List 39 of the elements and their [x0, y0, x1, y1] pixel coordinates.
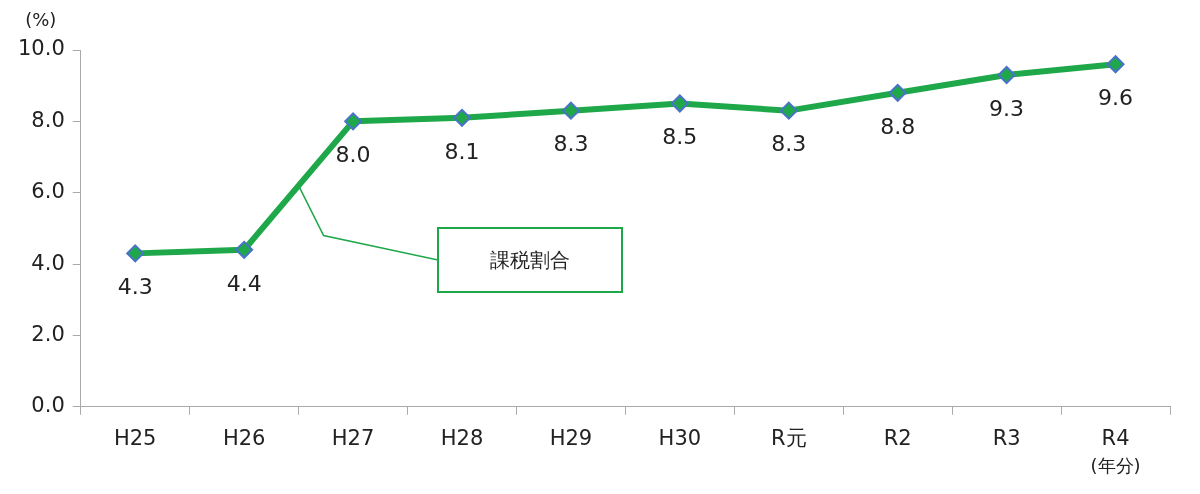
- point: [126, 244, 145, 263]
- y-tick-label: 6.0: [31, 179, 65, 204]
- text: 課税割合: [438, 228, 622, 292]
- point: [235, 240, 254, 259]
- point: [670, 94, 689, 113]
- x-tick-label: R3: [992, 425, 1021, 450]
- x-tick-label: H25: [113, 425, 157, 450]
- data-label: 8.0: [335, 142, 371, 168]
- data-label: 8.5: [662, 124, 698, 150]
- x-tick-label: R2: [883, 425, 912, 450]
- y-tick-label: 4.0: [31, 250, 65, 275]
- point: [1106, 55, 1125, 74]
- x-tick-label: R4: [1101, 425, 1130, 450]
- x-axis-title: (年分): [1090, 455, 1141, 477]
- x-tick-label: H30: [658, 425, 702, 450]
- y-tick-label: 8.0: [31, 107, 65, 132]
- x-tick-label: H27: [331, 425, 375, 450]
- x-tick-label: H26: [222, 425, 266, 450]
- point: [779, 101, 798, 120]
- x-tick-label: H28: [440, 425, 484, 450]
- point: [561, 101, 580, 120]
- point: [888, 83, 907, 102]
- x-tick-label: R元: [770, 425, 807, 450]
- data-label: 4.3: [117, 274, 153, 300]
- point: [452, 108, 471, 127]
- y-axis-title: (%): [25, 8, 57, 30]
- point: [997, 65, 1016, 84]
- data-label: 9.6: [1098, 84, 1134, 110]
- y-tick-label: 2.0: [31, 321, 65, 346]
- y-tick-label: 10.0: [17, 36, 65, 61]
- data-label: 9.3: [989, 95, 1025, 121]
- data-label: 8.3: [553, 131, 589, 157]
- point: [344, 112, 363, 131]
- data-label: 8.1: [444, 138, 480, 164]
- y-tick-label: 0.0: [31, 393, 65, 418]
- data-label: 4.4: [226, 270, 262, 296]
- x-tick-label: H29: [549, 425, 593, 450]
- data-label: 8.3: [771, 131, 807, 157]
- data-label: 8.8: [880, 113, 916, 139]
